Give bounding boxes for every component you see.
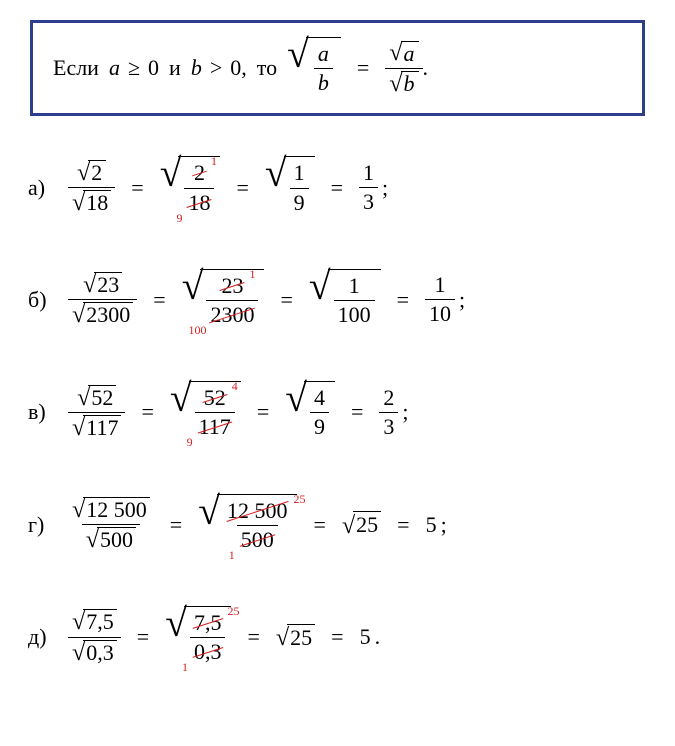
example-row-g: г) √12 500 √500 = √ 12 50025 5001 = √ 25… xyxy=(20,494,655,556)
label-d: д) xyxy=(28,624,68,650)
lhs-g: √12 500 √500 xyxy=(68,497,154,552)
simp-g: √ 25 xyxy=(342,511,381,538)
rule-eq: = xyxy=(357,55,369,81)
rule-rhs: √a √b xyxy=(385,41,422,96)
geq: ≥ xyxy=(128,55,140,81)
step-v: √ 524 1179 xyxy=(170,381,241,443)
zero: 0 xyxy=(148,55,159,81)
example-row-d: д) √7,5 √0,3 = √ 7,525 0,31 = √ 25 = 5 . xyxy=(20,606,655,668)
var-b: b xyxy=(191,55,202,81)
step-d: √ 7,525 0,31 xyxy=(165,606,231,668)
rule-prefix: Если xyxy=(53,55,99,81)
rule-then: то xyxy=(257,55,277,81)
step-a: √ 21 189 xyxy=(160,156,221,218)
label-v: в) xyxy=(28,399,68,425)
step-g: √ 12 50025 5001 xyxy=(198,494,297,556)
label-a: а) xyxy=(28,175,68,201)
lhs-b: √23 √2300 xyxy=(68,272,137,327)
rule-frac-b: b xyxy=(314,68,333,95)
result-g: 5 xyxy=(426,512,437,538)
result-a: 1 3 xyxy=(359,161,378,214)
rule-box: Если a ≥ 0 и b > 0 , то √ a b = √a √b . xyxy=(30,20,645,116)
step-b: √ 231 2300100 xyxy=(182,269,265,331)
result-v: 2 3 xyxy=(379,386,398,439)
gt: > xyxy=(210,55,222,81)
simp-b: √ 1 100 xyxy=(309,269,381,331)
zero-2: 0 xyxy=(230,55,241,81)
lhs-d: √7,5 √0,3 xyxy=(68,609,121,664)
simp-v: √ 4 9 xyxy=(285,381,335,443)
example-row-a: а) √2 √18 = √ 21 189 = √ 1 9 = 1 3 ; xyxy=(20,156,655,218)
simp-d: √ 25 xyxy=(276,624,315,651)
rule-frac-a: a xyxy=(314,42,333,68)
example-row-b: б) √23 √2300 = √ 231 2300100 = √ 1 100 =… xyxy=(20,269,655,331)
var-a: a xyxy=(109,55,120,81)
example-row-v: в) √52 √117 = √ 524 1179 = √ 4 9 = 2 3 ; xyxy=(20,381,655,443)
label-g: г) xyxy=(28,512,68,538)
label-b: б) xyxy=(28,287,68,313)
rule-and: и xyxy=(169,55,181,81)
result-d: 5 xyxy=(360,624,371,650)
lhs-v: √52 √117 xyxy=(68,385,125,440)
lhs-a: √2 √18 xyxy=(68,160,115,215)
sqrt-ab: √ a b xyxy=(287,37,341,99)
result-b: 1 10 xyxy=(425,273,455,326)
simp-a: √ 1 9 xyxy=(265,156,315,218)
